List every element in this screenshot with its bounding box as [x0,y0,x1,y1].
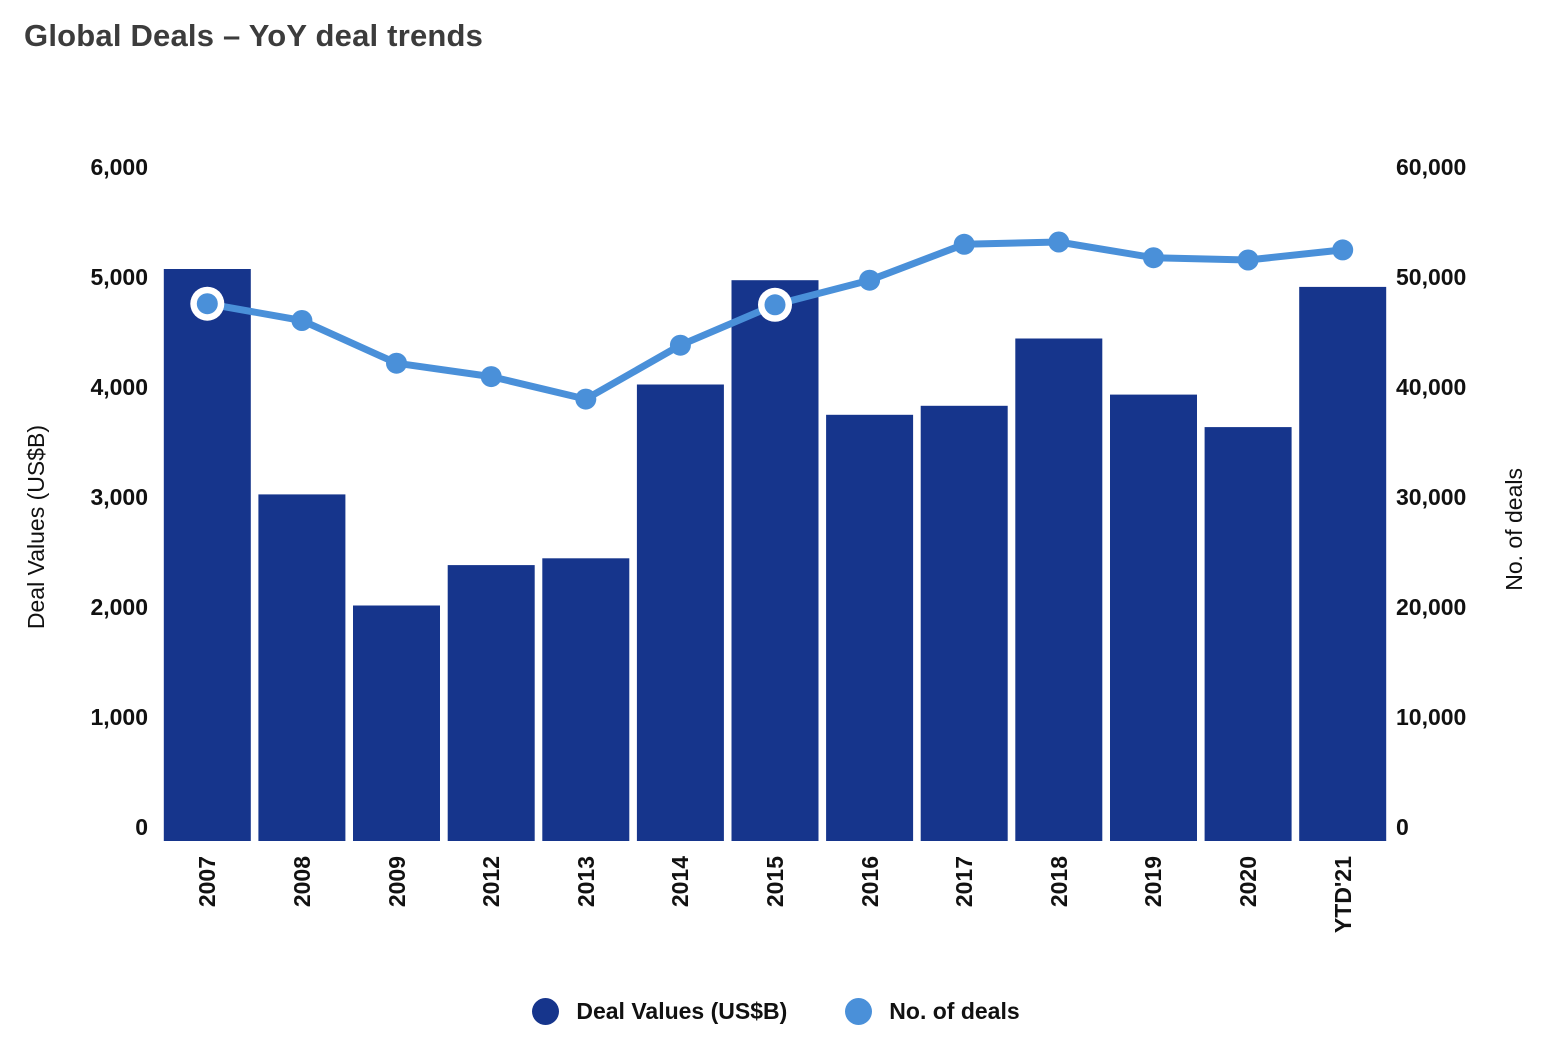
x-label-2017: 2017 [951,856,978,908]
bar-2015[interactable] [731,280,819,841]
legend-swatch-icon [845,998,873,1025]
bar-2016[interactable] [826,414,914,841]
bar-2007[interactable] [163,269,251,841]
y-right-tick-6: 60,000 [1396,154,1467,180]
point-2014[interactable] [669,334,691,356]
point-2015[interactable] [764,294,786,316]
bar-2014[interactable] [636,384,724,842]
x-label-2019: 2019 [1140,856,1167,908]
point-2009[interactable] [386,352,407,374]
bar-2008[interactable] [258,494,346,841]
legend: Deal Values (US$B) No. of deals [0,998,1552,1025]
point-2007[interactable] [196,293,218,315]
y-right-tick-3: 30,000 [1396,484,1467,510]
bar-2019[interactable] [1110,394,1197,841]
legend-item-deal-values[interactable]: Deal Values (US$B) [532,998,787,1025]
point-2020[interactable] [1237,249,1259,271]
plot-area [163,231,1387,842]
y-right-tick-1: 10,000 [1396,704,1467,730]
y-left-tick-4: 4,000 [90,374,148,400]
point-2018[interactable] [1048,231,1070,253]
y-right-tick-2: 20,000 [1396,594,1467,620]
point-2017[interactable] [953,233,975,255]
legend-swatch-icon [532,998,560,1025]
x-label-2020: 2020 [1235,856,1262,908]
x-label-2015: 2015 [762,856,788,908]
x-label-2009: 2009 [383,856,410,908]
x-label-2007: 2007 [194,856,221,908]
y-left-tick-1: 1,000 [90,704,148,730]
point-2008[interactable] [291,310,313,331]
x-label-YTD'21: YTD'21 [1329,856,1356,934]
y-left-tick-5: 5,000 [90,264,148,290]
point-YTD'21[interactable] [1332,239,1354,261]
legend-label: Deal Values (US$B) [576,998,788,1024]
y-right-tick-5: 50,000 [1396,264,1467,290]
left-axis-title: Deal Values (US$B) [23,425,49,630]
x-label-2016: 2016 [856,856,883,908]
bar-2013[interactable] [542,558,630,841]
x-label-2012: 2012 [478,856,505,908]
legend-item-no-of-deals[interactable]: No. of deals [845,998,1020,1025]
bar-2020[interactable] [1204,427,1292,841]
x-label-2014: 2014 [667,856,694,908]
y-left-tick-2: 2,000 [90,594,148,620]
x-label-2013: 2013 [572,856,599,908]
y-left-tick-6: 6,000 [90,154,148,180]
point-2013[interactable] [575,388,597,410]
y-left-tick-0: 0 [135,814,148,840]
y-left-tick-3: 3,000 [90,484,148,510]
x-label-2008: 2008 [288,856,315,908]
bar-2018[interactable] [1015,338,1103,842]
chart-title: Global Deals – YoY deal trends [24,18,484,53]
point-2019[interactable] [1143,247,1164,269]
bar-YTD'21[interactable] [1299,286,1387,841]
bar-2017[interactable] [920,405,1008,841]
bar-2009[interactable] [353,605,440,842]
x-label-2018: 2018 [1045,856,1072,908]
y-right-tick-4: 40,000 [1396,374,1467,400]
legend-label: No. of deals [889,998,1020,1024]
point-2012[interactable] [480,366,502,388]
right-axis-title: No. of deals [1501,468,1527,591]
point-2016[interactable] [859,269,881,291]
bar-2012[interactable] [447,565,535,841]
y-right-tick-0: 0 [1396,814,1409,840]
